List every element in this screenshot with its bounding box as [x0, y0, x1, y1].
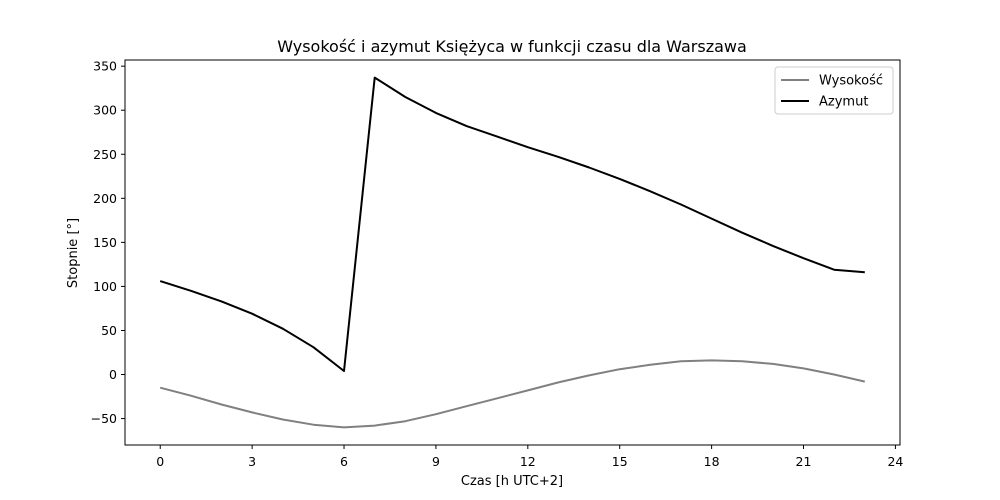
x-tick-label: 9	[432, 454, 440, 469]
x-tick-label: 24	[887, 454, 903, 469]
x-tick-label: 21	[796, 454, 812, 469]
y-tick-label: 250	[93, 147, 117, 162]
legend-label: Azymut	[819, 95, 868, 110]
legend-label: Wysokość	[819, 74, 883, 89]
y-tick-label: 0	[109, 367, 117, 382]
y-axis: −50 0 50 100 150 200 250 300 350	[91, 59, 125, 426]
x-axis: 0 3 6 9 12 15 18 21 24	[156, 445, 903, 469]
y-axis-label: Stopnie [°]	[66, 218, 81, 288]
y-tick-label: −50	[91, 411, 117, 426]
x-tick-label: 12	[520, 454, 536, 469]
plot-area	[124, 59, 901, 446]
plot-frame	[124, 59, 901, 446]
y-tick-label: 50	[101, 323, 117, 338]
x-tick-label: 18	[704, 454, 720, 469]
legend: Wysokość Azymut	[774, 66, 894, 115]
legend-box	[774, 66, 894, 115]
y-tick-label: 100	[93, 279, 117, 294]
series-line-wysokosc	[159, 359, 866, 429]
series-line-azymut	[159, 76, 865, 372]
x-tick-label: 15	[612, 454, 628, 469]
y-tick-label: 350	[93, 59, 117, 74]
series-layer	[159, 76, 866, 429]
x-tick-label: 0	[156, 454, 164, 469]
y-tick-label: 150	[93, 235, 117, 250]
y-tick-label: 300	[93, 103, 117, 118]
chart-title: Wysokość i azymut Księżyca w funkcji cza…	[277, 37, 747, 56]
x-axis-label: Czas [h UTC+2]	[461, 474, 563, 489]
x-tick-label: 3	[248, 454, 256, 469]
y-tick-label: 200	[93, 191, 117, 206]
x-tick-label: 6	[340, 454, 348, 469]
